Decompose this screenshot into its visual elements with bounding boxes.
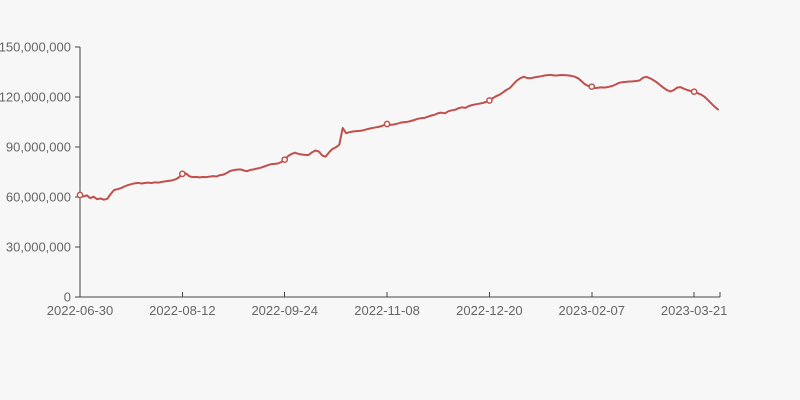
data-point-marker[interactable] bbox=[179, 170, 186, 178]
x-axis-label: 2022-08-12 bbox=[149, 303, 216, 318]
x-axis-label: 2022-12-20 bbox=[456, 303, 523, 318]
x-axis-label: 2022-09-24 bbox=[251, 303, 318, 318]
data-point-marker[interactable] bbox=[76, 191, 84, 199]
x-axis-label: 2022-11-08 bbox=[354, 303, 420, 318]
y-axis-label: 90,000,000 bbox=[6, 140, 71, 155]
data-point-marker[interactable] bbox=[486, 97, 493, 104]
y-axis-label: 150,000,000 bbox=[0, 40, 71, 55]
data-point-marker[interactable] bbox=[281, 156, 289, 164]
x-axis-label: 2023-02-07 bbox=[559, 303, 626, 318]
data-line bbox=[79, 73, 719, 201]
y-axis-label: 0 bbox=[64, 290, 71, 305]
x-axis-label: 2023-03-21 bbox=[661, 303, 728, 318]
x-axis-label: 2022-06-30 bbox=[47, 303, 114, 318]
data-point-marker[interactable] bbox=[690, 88, 698, 96]
data-point-marker[interactable] bbox=[588, 83, 596, 91]
y-axis-label: 30,000,000 bbox=[6, 240, 71, 255]
y-axis-label: 60,000,000 bbox=[6, 190, 71, 205]
data-point-marker[interactable] bbox=[383, 120, 391, 128]
y-axis-label: 120,000,000 bbox=[0, 90, 71, 105]
